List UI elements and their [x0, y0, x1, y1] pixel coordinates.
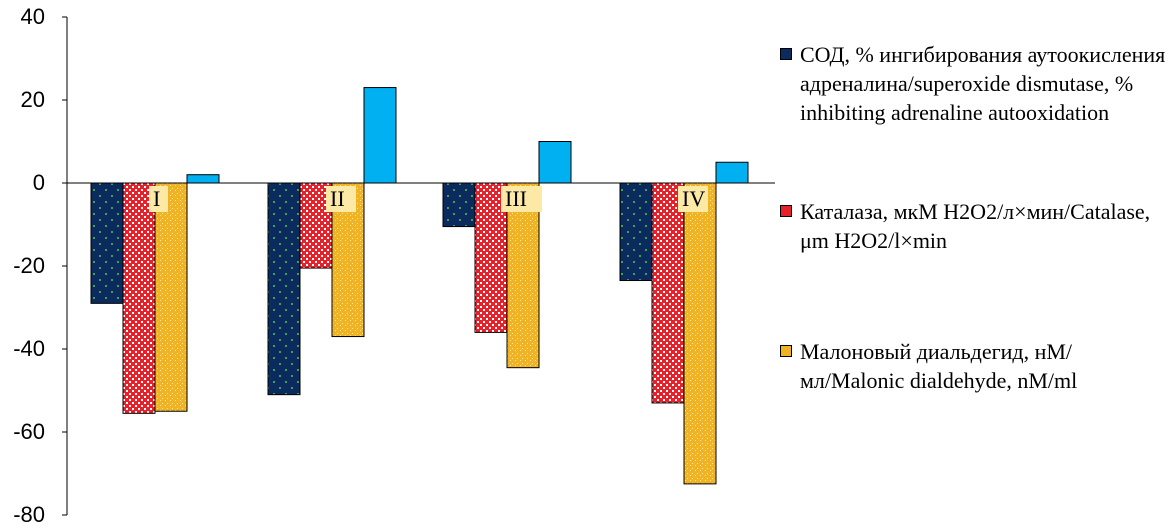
legend-item-mda: Малоновый диальдегид, нМ/мл/Malonic dial… — [780, 337, 1172, 395]
y-tick-label: -60 — [13, 419, 45, 444]
labels-layer: I II III IV — [149, 186, 708, 212]
mda-bar-IV — [683, 182, 717, 485]
legend-swatch-sod — [780, 48, 792, 60]
mda-bar-I — [154, 182, 188, 412]
category-label-II: II — [330, 186, 345, 211]
legend-swatch-mda — [780, 345, 792, 357]
y-tick-label: -40 — [13, 336, 45, 361]
y-tick-label: 40 — [21, 4, 45, 29]
legend-item-sod: СОД, % ингибирования аутоокисления адрен… — [780, 40, 1172, 127]
bars-layer — [90, 87, 749, 485]
fourth-bar-II — [363, 87, 397, 184]
legend-label-mda: Малоновый диальдегид, нМ/мл/Malonic dial… — [800, 339, 1078, 393]
legend-item-catalase: Каталаза, мкМ Н2О2/л×мин/Catalase, μm Н2… — [780, 197, 1172, 255]
group-label-bg — [501, 186, 542, 212]
fourth-bar-IV — [715, 161, 749, 184]
y-tick-label: 0 — [33, 170, 45, 195]
y-tick-label: 20 — [21, 87, 45, 112]
mda-bar-III — [506, 182, 540, 369]
sod-bar-IV — [619, 182, 653, 282]
sod-bar-II — [267, 182, 301, 396]
category-label-IV: IV — [682, 186, 705, 211]
group-label-bg — [149, 186, 168, 212]
sod-bar-I — [90, 182, 124, 304]
fourth-bar-I — [186, 174, 220, 184]
fourth-bar-III — [538, 141, 572, 184]
y-tick-label: -80 — [13, 502, 45, 526]
category-label-I: I — [153, 186, 160, 211]
catalase-bar-IV — [651, 182, 685, 404]
legend-swatch-catalase — [780, 205, 792, 217]
group-label-bg — [326, 186, 356, 212]
legend-label-sod: СОД, % ингибирования аутоокисления адрен… — [800, 42, 1166, 125]
legend-label-catalase: Каталаза, мкМ Н2О2/л×мин/Catalase, μm Н2… — [800, 199, 1151, 253]
sod-bar-III — [442, 182, 476, 228]
category-label-III: III — [505, 186, 527, 211]
catalase-bar-I — [122, 182, 156, 414]
y-tick-label: -20 — [13, 253, 45, 278]
group-label-bg — [678, 186, 708, 212]
